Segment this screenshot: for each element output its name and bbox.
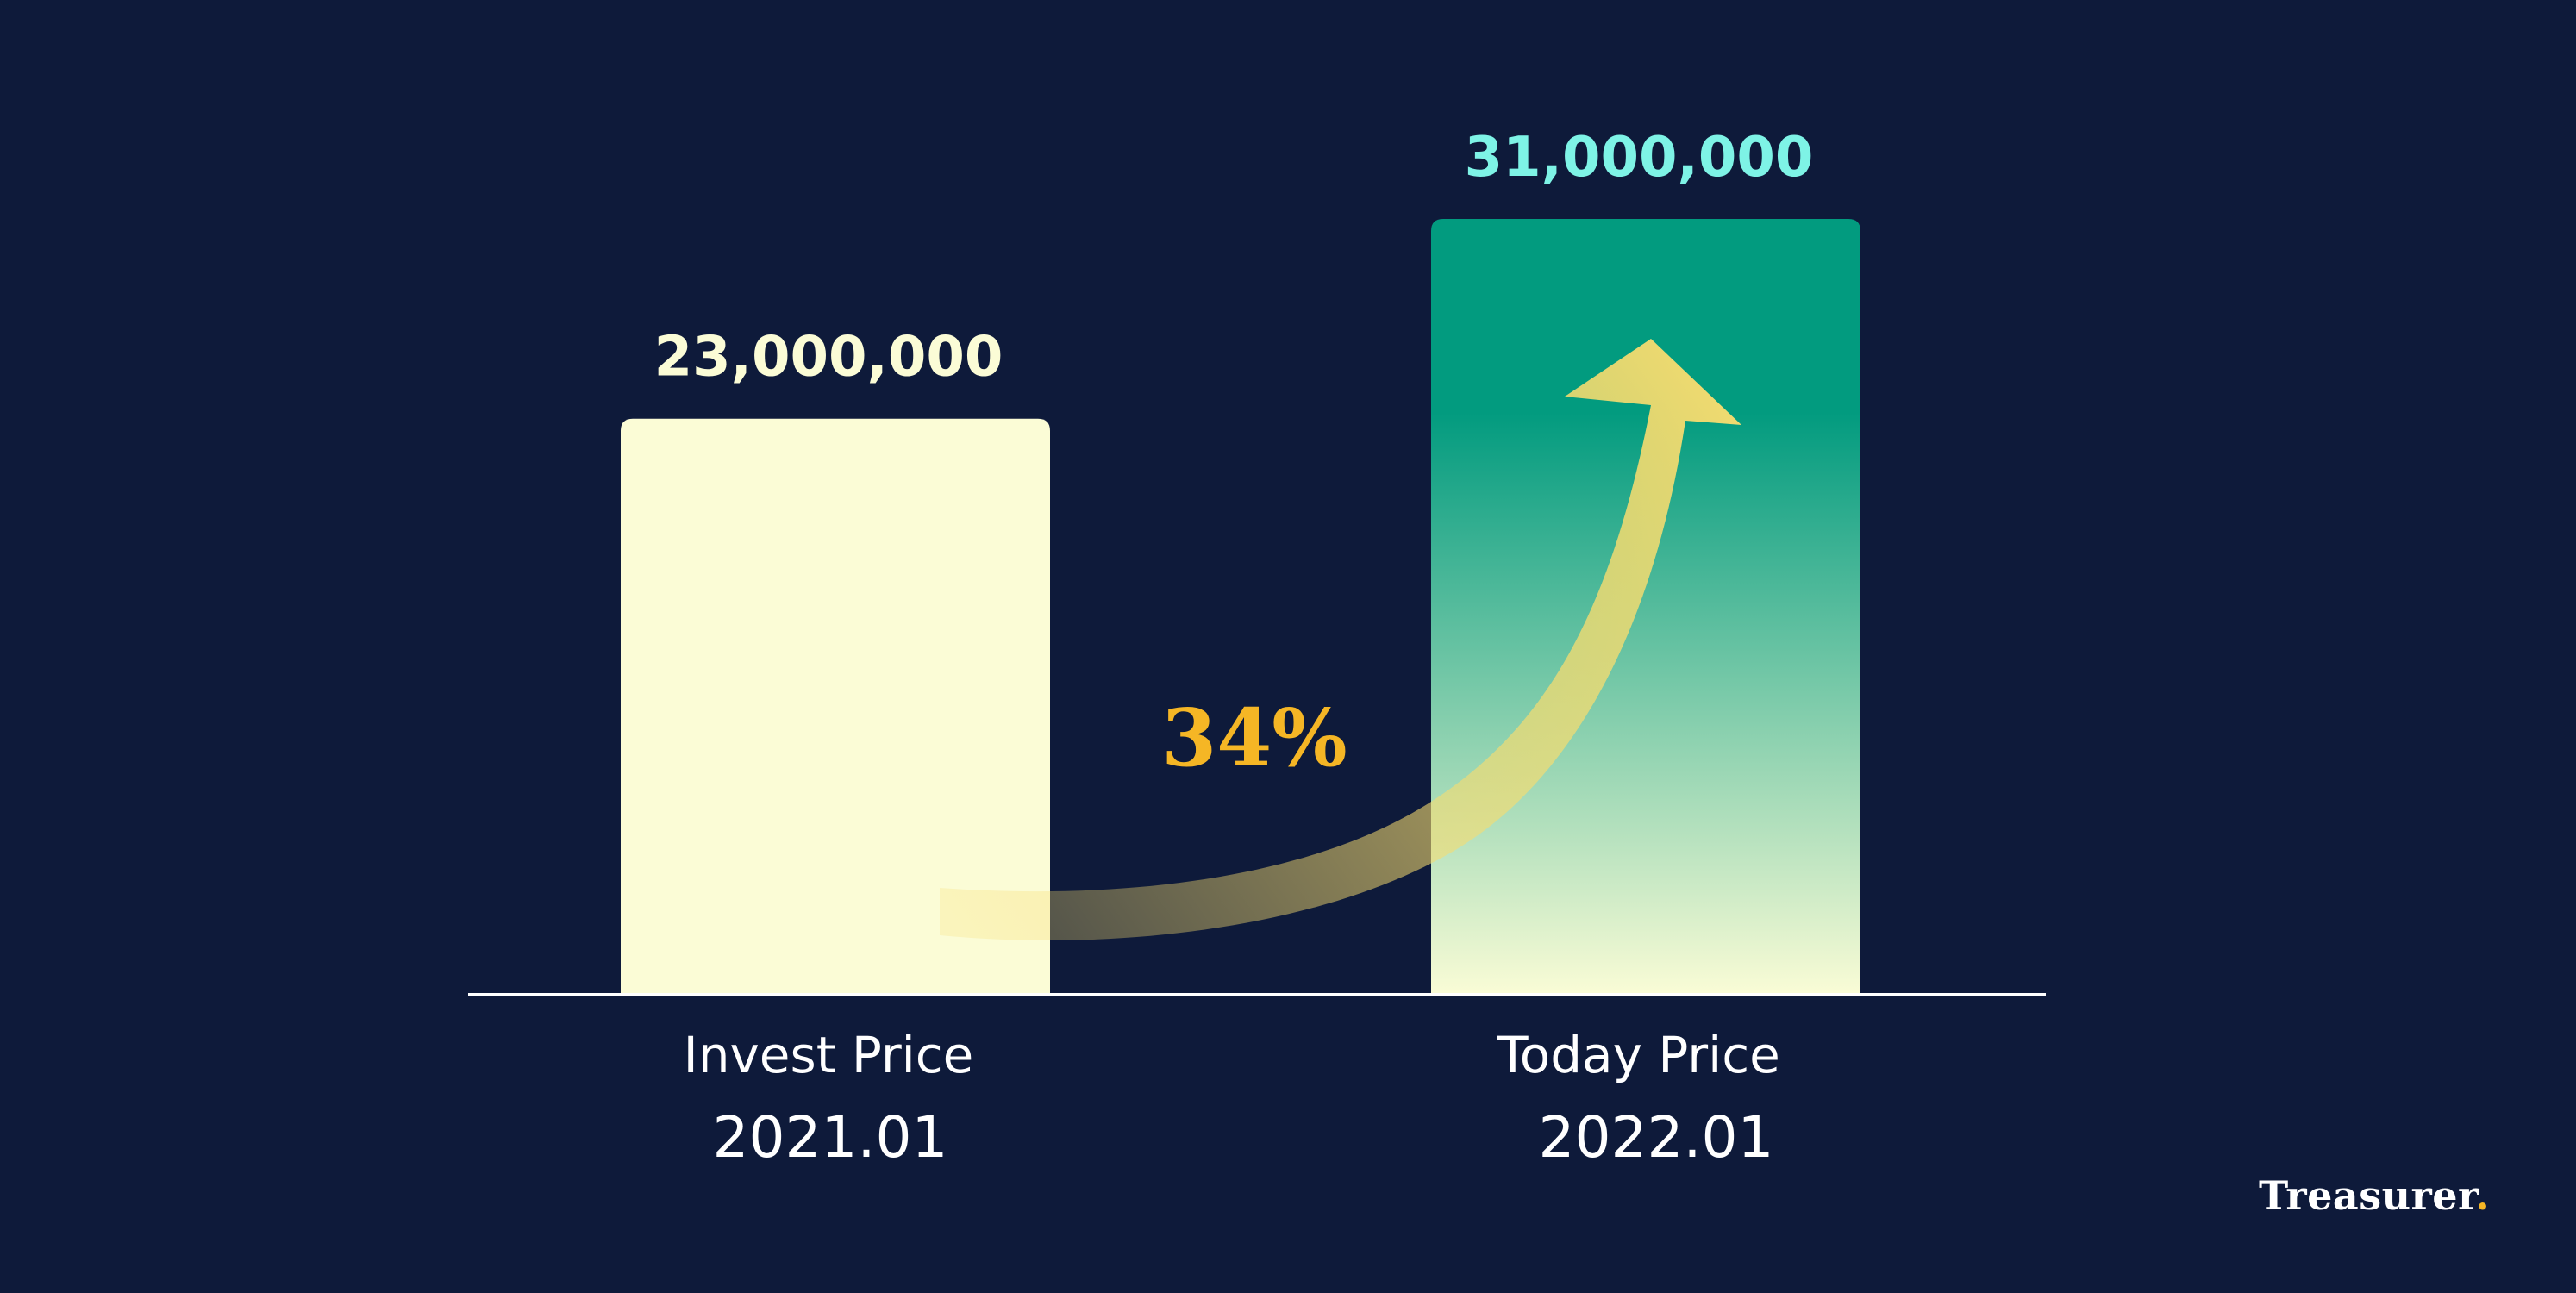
value-label: 23,000,000 (654, 326, 1004, 390)
brand-logo: Treasurer. (2259, 1172, 2490, 1219)
bar-invest-price (621, 418, 1050, 995)
category-label: Invest Price (684, 1026, 974, 1084)
brand-name: Treasurer (2259, 1172, 2476, 1219)
growth-percentage-label: 34% (1161, 691, 1347, 784)
category-label: Today Price (1497, 1026, 1780, 1084)
date-label: 2022.01 (1539, 1104, 1774, 1171)
date-label: 2021.01 (713, 1104, 948, 1171)
bar-today-price (1431, 219, 1860, 995)
growth-arrow (940, 339, 1741, 940)
brand-dot: . (2475, 1172, 2491, 1219)
value-label: 31,000,000 (1465, 126, 1814, 190)
